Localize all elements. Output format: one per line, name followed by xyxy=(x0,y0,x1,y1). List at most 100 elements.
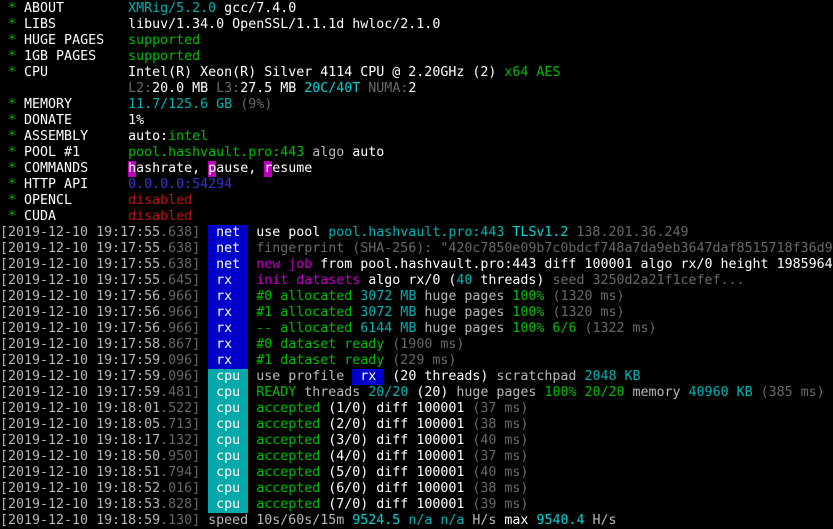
terminal-badge: rx xyxy=(208,273,249,289)
terminal-text: (5/0) diff 100001 xyxy=(320,465,473,480)
terminal-badge: r xyxy=(264,161,273,177)
terminal-text: * xyxy=(0,177,25,192)
terminal-line: * POOL #1 pool.hashvault.pro:443 algo au… xyxy=(0,145,833,161)
terminal-line: [2019-12-10 19:17:55.638] net new job fr… xyxy=(0,257,833,273)
terminal-badge: p xyxy=(208,161,217,177)
terminal-text: (1/0) diff 100001 xyxy=(320,401,473,416)
terminal-text: 100% 20/20 xyxy=(544,385,625,400)
terminal-text: .713] xyxy=(160,417,209,432)
terminal-text: use pool xyxy=(248,225,329,240)
terminal-text: -- allocated xyxy=(256,321,361,336)
terminal-line: L2:20.0 MB L3:27.5 MB 20C/40T NUMA:2 xyxy=(0,81,833,97)
terminal-line: * DONATE 1% xyxy=(0,113,833,129)
terminal-badge: rx xyxy=(208,353,249,369)
terminal-text: [2019-12-10 19:17:59 xyxy=(0,385,161,400)
terminal-text: [2019-12-10 19:17:55 xyxy=(0,225,161,240)
terminal-text: x64 AES xyxy=(504,65,561,80)
terminal-text: .966] xyxy=(160,305,209,320)
terminal-text: scratchpad xyxy=(488,369,585,384)
terminal-text: * xyxy=(0,161,25,176)
terminal-text xyxy=(248,449,256,465)
terminal-line: [2019-12-10 19:18:01.522] cpu accepted (… xyxy=(0,401,833,417)
terminal-text: DONATE xyxy=(24,113,129,128)
terminal-text: H/s xyxy=(472,513,497,528)
terminal-text: .966] xyxy=(160,289,209,304)
terminal-text: [2019-12-10 19:18:01 xyxy=(0,401,161,416)
terminal-text: 20.0 MB xyxy=(152,81,217,96)
terminal-text: (38 ms) xyxy=(472,417,529,432)
terminal-text: L2: xyxy=(128,81,153,96)
terminal-text xyxy=(0,81,128,97)
terminal-line: [2019-12-10 19:17:55.638] net fingerprin… xyxy=(0,241,833,257)
terminal-text: * xyxy=(0,33,25,48)
terminal-text: threads xyxy=(296,385,369,400)
terminal-text: (20) xyxy=(408,385,457,400)
terminal-text: H/s xyxy=(592,513,617,528)
terminal-text: .638] xyxy=(160,225,209,240)
terminal-text: supported xyxy=(128,33,201,48)
terminal-text: 2 xyxy=(408,81,417,96)
terminal-text: [2019-12-10 19:17:56 xyxy=(0,321,161,336)
terminal-text: L3: xyxy=(216,81,241,96)
terminal-badge: net xyxy=(208,257,249,273)
terminal-text: .522] xyxy=(160,401,209,416)
terminal-text: [2019-12-10 19:17:55 xyxy=(0,273,161,288)
terminal-line: [2019-12-10 19:17:59.096] cpu use profil… xyxy=(0,369,833,385)
terminal-text: esume xyxy=(272,161,313,176)
terminal-text: disabled xyxy=(128,193,193,208)
terminal-text: (385 ms) xyxy=(752,385,825,400)
terminal-text: * xyxy=(0,17,25,32)
terminal-text: .828] xyxy=(160,497,209,512)
terminal-badge: net xyxy=(208,225,249,241)
terminal-text: 138.201.36.249 xyxy=(576,225,689,240)
terminal-badge: cpu xyxy=(208,417,249,433)
terminal-text: new job xyxy=(256,257,313,272)
terminal-line: [2019-12-10 19:18:52.016] cpu accepted (… xyxy=(0,481,833,497)
terminal-text: * xyxy=(0,145,25,160)
terminal-text: seed 3250d2a21f1cefef... xyxy=(552,273,745,288)
terminal-text xyxy=(248,273,256,289)
terminal-text: [2019-12-10 19:18:50 xyxy=(0,449,161,464)
terminal-text: gcc/7.4.0 xyxy=(216,1,297,16)
terminal-text: use profile xyxy=(248,369,353,384)
terminal-text: (38 ms) xyxy=(472,481,529,496)
terminal-text: memory xyxy=(624,385,689,400)
terminal-badge: rx xyxy=(208,337,249,353)
terminal-text: (2/0) diff 100001 xyxy=(320,417,473,432)
terminal-text: .130] xyxy=(160,513,209,528)
terminal-line: * CPU Intel(R) Xeon(R) Silver 4114 CPU @… xyxy=(0,65,833,81)
terminal-text: [2019-12-10 19:17:55 xyxy=(0,241,161,256)
terminal-line: * HTTP API 0.0.0.0:54294 xyxy=(0,177,833,193)
terminal-text: .966] xyxy=(160,321,209,336)
terminal-text: COMMANDS xyxy=(24,161,129,176)
terminal-text: .096] xyxy=(160,353,209,368)
terminal-text: 3072 MB xyxy=(360,305,417,320)
terminal-badge: rx xyxy=(208,305,249,321)
terminal-line: * OPENCL disabled xyxy=(0,193,833,209)
terminal-text: 27.5 MB xyxy=(240,81,305,96)
terminal-text: [2019-12-10 19:17:59 xyxy=(0,369,161,384)
terminal-text: .016] xyxy=(160,481,209,496)
terminal-text: * xyxy=(0,1,25,16)
terminal-text: intel xyxy=(168,129,209,144)
terminal-line: [2019-12-10 19:17:58.867] rx #0 dataset … xyxy=(0,337,833,353)
terminal-text: pool.hashvault.pro:443 xyxy=(128,145,305,160)
terminal-text: #0 allocated xyxy=(256,289,361,304)
terminal-text: * xyxy=(0,113,25,128)
terminal-text: [2019-12-10 19:18:05 xyxy=(0,417,161,432)
terminal-line: * 1GB PAGES supported xyxy=(0,49,833,65)
terminal-text: 100% xyxy=(512,289,553,304)
terminal-badge: cpu xyxy=(208,465,249,481)
terminal-text: * xyxy=(0,49,25,64)
terminal-text: huge pages xyxy=(416,321,513,336)
terminal-text: fingerprint (SHA-256): "420c7850e09b7c0b… xyxy=(248,241,833,256)
terminal-text: 100% xyxy=(512,305,553,320)
terminal-badge: h xyxy=(128,161,137,177)
terminal-text: n/a n/a xyxy=(408,513,473,528)
terminal-line: [2019-12-10 19:18:59.130] speed 10s/60s/… xyxy=(0,513,833,529)
terminal-text: * xyxy=(0,129,25,144)
terminal-text: accepted xyxy=(256,417,321,432)
terminal-text: auto xyxy=(352,145,385,160)
terminal-text: 10s/60s/15m xyxy=(256,513,353,528)
